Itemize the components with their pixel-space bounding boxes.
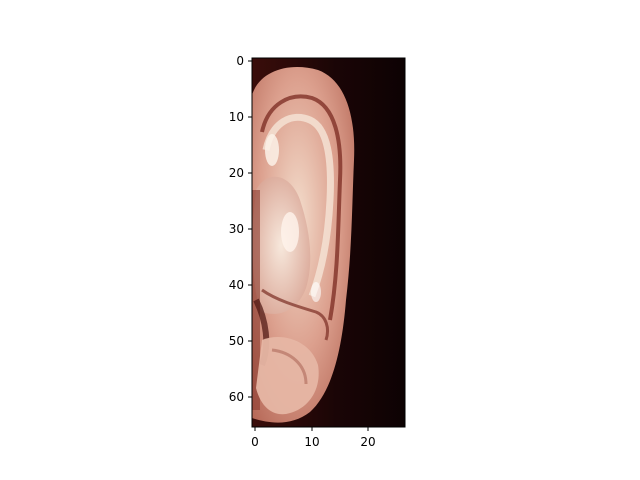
crease-shadow xyxy=(261,288,330,341)
y-tick-label-0: 0 xyxy=(236,54,244,68)
y-tick-label-20: 20 xyxy=(229,166,244,180)
y-axis: 0 10 20 30 40 50 60 xyxy=(229,54,252,404)
highlight-low xyxy=(311,282,321,302)
lobule-shadow xyxy=(271,348,308,385)
y-tick-label-40: 40 xyxy=(229,278,244,292)
helix-rim-shadow xyxy=(260,94,343,321)
x-tick-label-10: 10 xyxy=(304,435,319,449)
highlight-upper xyxy=(265,134,279,166)
y-tick-label-60: 60 xyxy=(229,390,244,404)
highlight-mid xyxy=(281,212,299,252)
x-tick-label-20: 20 xyxy=(360,435,375,449)
x-tick-label-0: 0 xyxy=(251,435,259,449)
y-tick-label-30: 30 xyxy=(229,222,244,236)
antihelix-ridge xyxy=(262,113,334,298)
axes-frame xyxy=(251,57,406,428)
x-axis: 0 10 20 xyxy=(251,427,376,449)
y-tick-label-10: 10 xyxy=(229,110,244,124)
ear-image xyxy=(252,58,405,427)
ear-lobule xyxy=(256,337,319,415)
ear-concha xyxy=(252,176,311,314)
y-tick-label-50: 50 xyxy=(229,334,244,348)
